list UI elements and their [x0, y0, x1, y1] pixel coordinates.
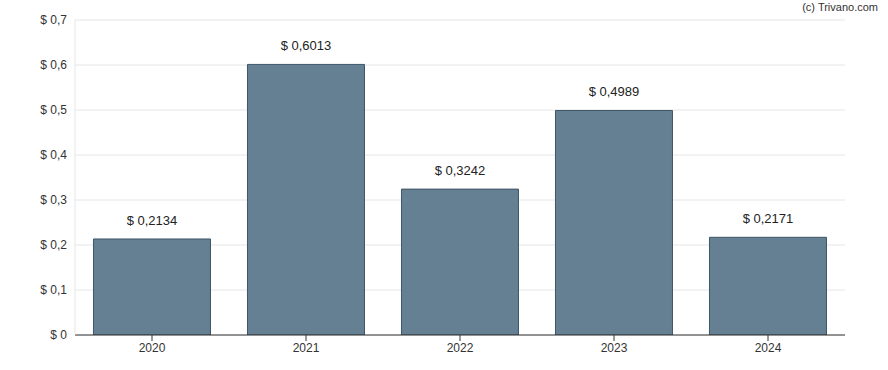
svg-text:$ 0,2134: $ 0,2134 — [127, 213, 178, 228]
svg-text:$ 0,7: $ 0,7 — [40, 13, 67, 27]
svg-text:$ 0,2171: $ 0,2171 — [743, 211, 794, 226]
svg-text:$ 0,3: $ 0,3 — [40, 193, 67, 207]
svg-text:$ 0,3242: $ 0,3242 — [435, 163, 486, 178]
svg-text:2021: 2021 — [293, 341, 320, 355]
svg-text:2024: 2024 — [755, 341, 782, 355]
svg-text:$ 0,6: $ 0,6 — [40, 58, 67, 72]
svg-text:$ 0,4989: $ 0,4989 — [589, 84, 640, 99]
svg-text:$ 0,5: $ 0,5 — [40, 103, 67, 117]
svg-text:$ 0,1: $ 0,1 — [40, 283, 67, 297]
svg-text:$ 0,6013: $ 0,6013 — [281, 38, 332, 53]
svg-text:2022: 2022 — [447, 341, 474, 355]
html-text:(c) Trivano.com: (c) Trivano.com — [802, 1, 878, 13]
svg-text:2023: 2023 — [601, 341, 628, 355]
svg-text:$ 0: $ 0 — [50, 328, 67, 342]
svg-text:$ 0,2: $ 0,2 — [40, 238, 67, 252]
svg-text:2020: 2020 — [139, 341, 166, 355]
svg-text:$ 0,4: $ 0,4 — [40, 148, 67, 162]
